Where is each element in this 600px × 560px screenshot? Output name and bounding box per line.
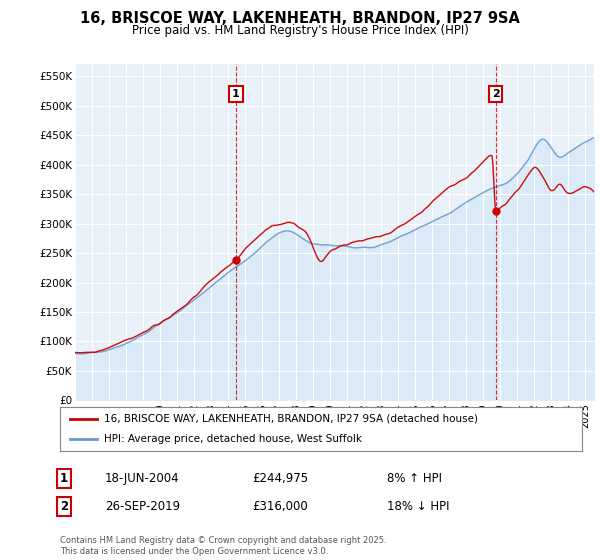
Text: 1: 1 [60,472,68,486]
Text: HPI: Average price, detached house, West Suffolk: HPI: Average price, detached house, West… [104,434,362,444]
Text: 18-JUN-2004: 18-JUN-2004 [105,472,179,486]
Text: 16, BRISCOE WAY, LAKENHEATH, BRANDON, IP27 9SA (detached house): 16, BRISCOE WAY, LAKENHEATH, BRANDON, IP… [104,414,478,424]
Text: 16, BRISCOE WAY, LAKENHEATH, BRANDON, IP27 9SA: 16, BRISCOE WAY, LAKENHEATH, BRANDON, IP… [80,11,520,26]
Text: £316,000: £316,000 [252,500,308,514]
Text: Price paid vs. HM Land Registry's House Price Index (HPI): Price paid vs. HM Land Registry's House … [131,24,469,36]
Text: 26-SEP-2019: 26-SEP-2019 [105,500,180,514]
Text: £244,975: £244,975 [252,472,308,486]
Text: 2: 2 [60,500,68,514]
Text: 18% ↓ HPI: 18% ↓ HPI [387,500,449,514]
Text: Contains HM Land Registry data © Crown copyright and database right 2025.
This d: Contains HM Land Registry data © Crown c… [60,536,386,556]
Text: 1: 1 [232,89,240,99]
Text: 8% ↑ HPI: 8% ↑ HPI [387,472,442,486]
Text: 2: 2 [492,89,500,99]
